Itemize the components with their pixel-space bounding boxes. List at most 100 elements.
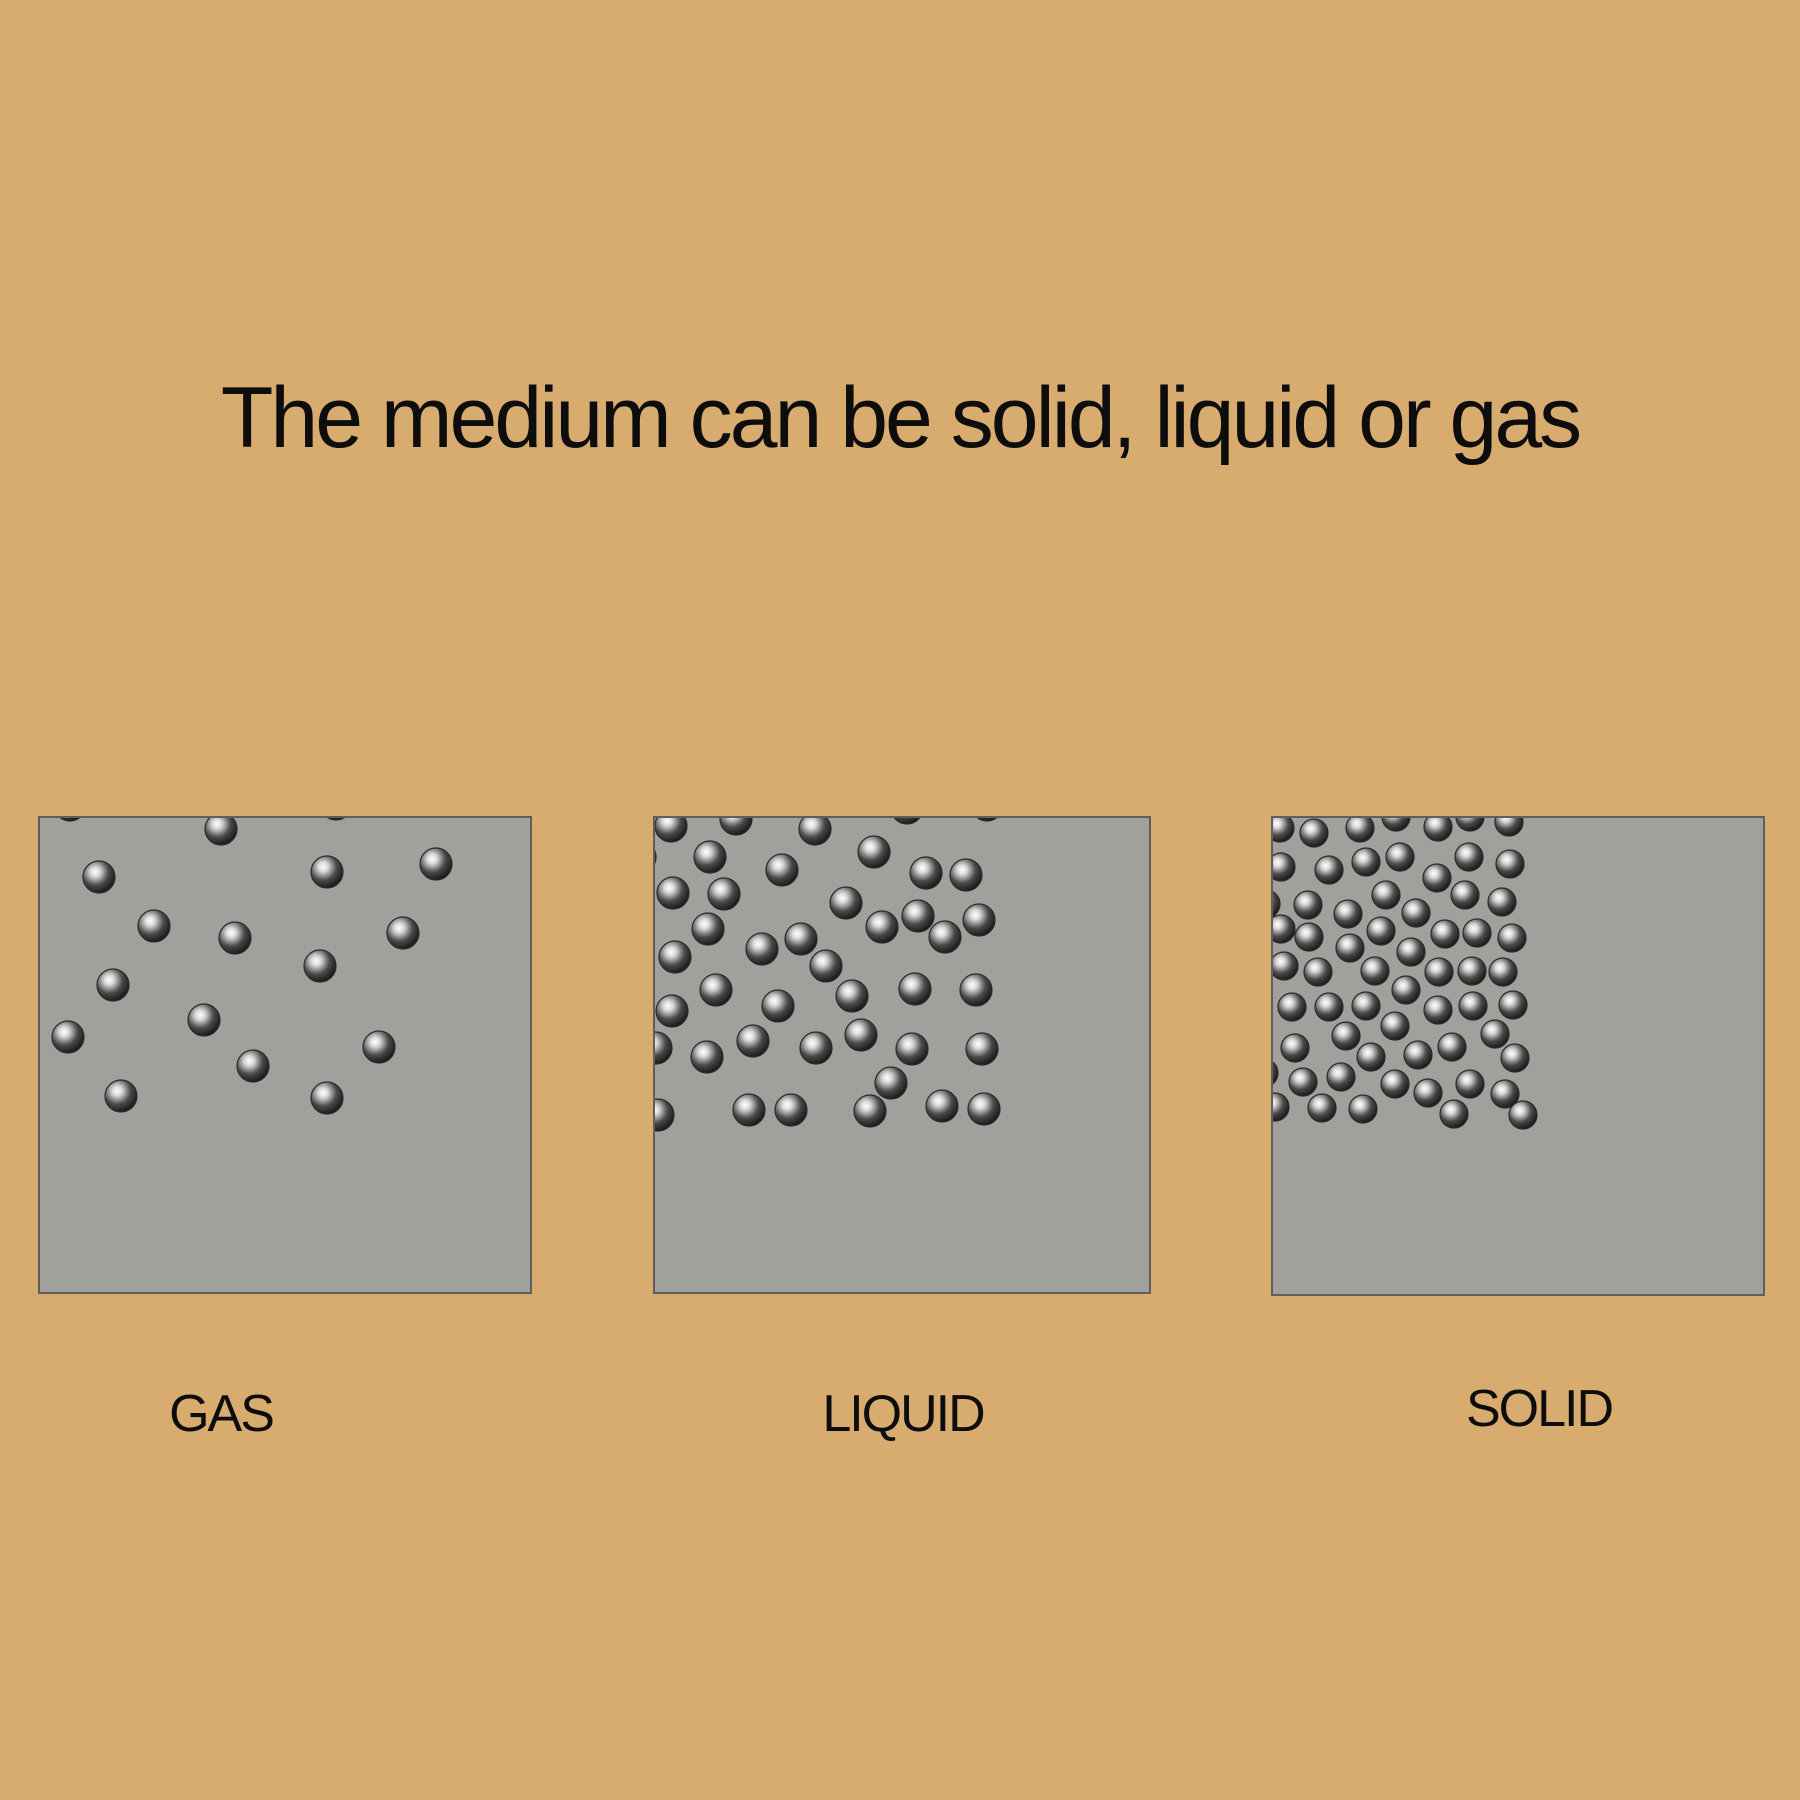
liquid-particle [732, 1093, 766, 1127]
liquid-particle [655, 818, 688, 843]
solid-particle [1356, 1042, 1386, 1072]
solid-particle [1360, 956, 1390, 986]
solid-particle [1351, 847, 1381, 877]
solid-particle [1495, 849, 1525, 879]
solid-particle [1480, 1019, 1510, 1049]
gas-particle [310, 855, 344, 889]
solid-particle [1366, 916, 1396, 946]
liquid-particles [655, 818, 1001, 1132]
gas-particle [187, 1003, 221, 1037]
gas-particle [236, 1049, 270, 1083]
solid-particle [1273, 951, 1299, 981]
liquid-particle [765, 853, 799, 887]
solid-particle [1401, 898, 1431, 928]
liquid-particle [655, 1098, 675, 1132]
gas-particle [82, 860, 116, 894]
solid-particle [1326, 1062, 1356, 1092]
solid-particle [1494, 818, 1524, 837]
gas-particle [137, 909, 171, 943]
liquid-particle [865, 910, 899, 944]
liquid-particle [693, 840, 727, 874]
solid-particle [1490, 1079, 1520, 1109]
solid-particle [1314, 855, 1344, 885]
gas-particle [218, 921, 252, 955]
solid-particle [1455, 1069, 1485, 1099]
solid-particle [1293, 890, 1323, 920]
gas-particle [96, 968, 130, 1002]
solid-particle [1299, 818, 1329, 848]
gas-particle [419, 847, 453, 881]
solid-particle [1303, 957, 1333, 987]
solid-particle [1396, 937, 1426, 967]
liquid-particle [691, 912, 725, 946]
liquid-particle [809, 949, 843, 983]
solid-particle [1273, 1092, 1290, 1122]
liquid-particle [656, 876, 690, 910]
gas-particle [362, 1030, 396, 1064]
liquid-particle [976, 818, 998, 822]
liquid-particle [965, 1032, 999, 1066]
liquid-particle [719, 818, 753, 836]
solid-particle [1423, 995, 1453, 1025]
solid-particle [1273, 914, 1296, 944]
solid-particle [1423, 818, 1453, 842]
solid-particle [1508, 1100, 1538, 1130]
gas-particle [59, 818, 81, 822]
solid-particle [1348, 1094, 1378, 1124]
liquid-particle [959, 973, 993, 1007]
liquid-particle [699, 973, 733, 1007]
gas-particle [310, 1081, 344, 1115]
liquid-particle [690, 1040, 724, 1074]
solid-particle [1458, 991, 1488, 1021]
solid-particle [1277, 992, 1307, 1022]
solid-particle [1487, 887, 1517, 917]
solid-particle [1273, 818, 1295, 843]
liquid-particle [707, 877, 741, 911]
liquid-particle [857, 835, 891, 869]
diagram-title: The medium can be solid, liquid or gas [220, 370, 1582, 466]
gas-particle [303, 949, 337, 983]
solid-panel [1271, 816, 1765, 1296]
solid-particle [1457, 956, 1487, 986]
liquid-particle [655, 1031, 673, 1065]
liquid-particle [925, 1089, 959, 1123]
solid-particle [1500, 1043, 1530, 1073]
solid-particles [1273, 818, 1538, 1130]
liquid-particle [655, 994, 689, 1028]
liquid-particle [928, 920, 962, 954]
solid-particle [1273, 891, 1281, 917]
solid-particle [1437, 1032, 1467, 1062]
solid-particle [1455, 818, 1485, 832]
liquid-particle [736, 1024, 770, 1058]
solid-particle [1331, 1021, 1361, 1051]
solid-particle [1288, 1067, 1318, 1097]
solid-particle [1345, 818, 1375, 843]
liquid-particle [835, 979, 869, 1013]
liquid-particle [898, 972, 932, 1006]
gas-label: GAS [169, 1385, 275, 1443]
solid-particle [1450, 880, 1480, 910]
gas-particle [386, 916, 420, 950]
gas-particle [327, 818, 345, 821]
solid-particle [1380, 1069, 1410, 1099]
solid-particle [1424, 957, 1454, 987]
solid-particle [1497, 923, 1527, 953]
solid-particle [1381, 818, 1411, 832]
solid-particle [1439, 1099, 1469, 1129]
solid-particle [1307, 1093, 1337, 1123]
solid-particle [1273, 852, 1296, 882]
solid-particle [1385, 842, 1415, 872]
solid-particle [1314, 992, 1344, 1022]
solid-particle [1371, 880, 1401, 910]
liquid-particle [774, 1093, 808, 1127]
solid-label: SOLID [1465, 1380, 1614, 1438]
liquid-particle [745, 932, 779, 966]
liquid-panel [653, 816, 1151, 1294]
liquid-particle [901, 899, 935, 933]
gas-panel [38, 816, 532, 1294]
liquid-particle [909, 856, 943, 890]
liquid-particle [844, 1018, 878, 1052]
liquid-particle [967, 1092, 1001, 1126]
liquid-particle [874, 1066, 908, 1100]
